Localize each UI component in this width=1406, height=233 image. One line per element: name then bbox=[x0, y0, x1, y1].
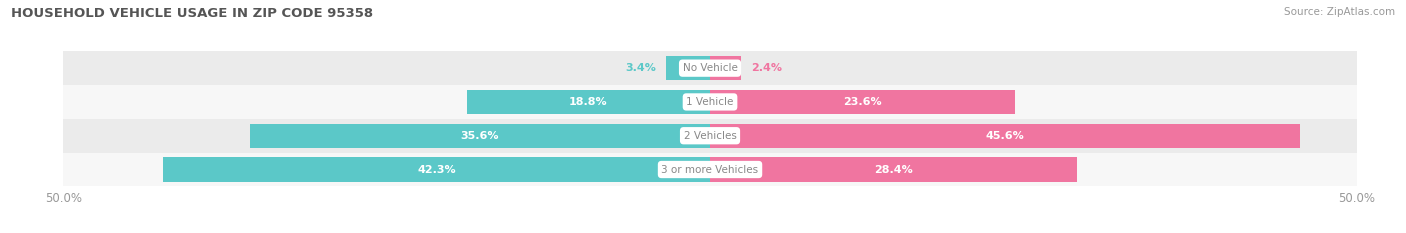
Bar bbox=[63, 51, 1357, 85]
Bar bbox=[710, 90, 1015, 114]
Bar bbox=[63, 119, 1357, 153]
Bar bbox=[467, 90, 710, 114]
Text: 3 or more Vehicles: 3 or more Vehicles bbox=[661, 164, 759, 175]
Text: 2.4%: 2.4% bbox=[751, 63, 782, 73]
Bar bbox=[63, 85, 1357, 119]
Bar bbox=[710, 56, 741, 80]
Bar bbox=[710, 123, 1301, 148]
Text: HOUSEHOLD VEHICLE USAGE IN ZIP CODE 95358: HOUSEHOLD VEHICLE USAGE IN ZIP CODE 9535… bbox=[11, 7, 374, 20]
Text: 42.3%: 42.3% bbox=[418, 164, 456, 175]
Bar bbox=[249, 123, 710, 148]
Text: 2 Vehicles: 2 Vehicles bbox=[683, 131, 737, 141]
Bar bbox=[163, 157, 710, 182]
Text: 3.4%: 3.4% bbox=[624, 63, 655, 73]
Text: 35.6%: 35.6% bbox=[461, 131, 499, 141]
Text: 45.6%: 45.6% bbox=[986, 131, 1025, 141]
Text: 28.4%: 28.4% bbox=[875, 164, 912, 175]
Text: 23.6%: 23.6% bbox=[844, 97, 882, 107]
Text: No Vehicle: No Vehicle bbox=[682, 63, 738, 73]
Bar bbox=[666, 56, 710, 80]
Text: Source: ZipAtlas.com: Source: ZipAtlas.com bbox=[1284, 7, 1395, 17]
Text: 18.8%: 18.8% bbox=[569, 97, 607, 107]
Text: 1 Vehicle: 1 Vehicle bbox=[686, 97, 734, 107]
Bar bbox=[63, 153, 1357, 186]
Bar bbox=[710, 157, 1077, 182]
